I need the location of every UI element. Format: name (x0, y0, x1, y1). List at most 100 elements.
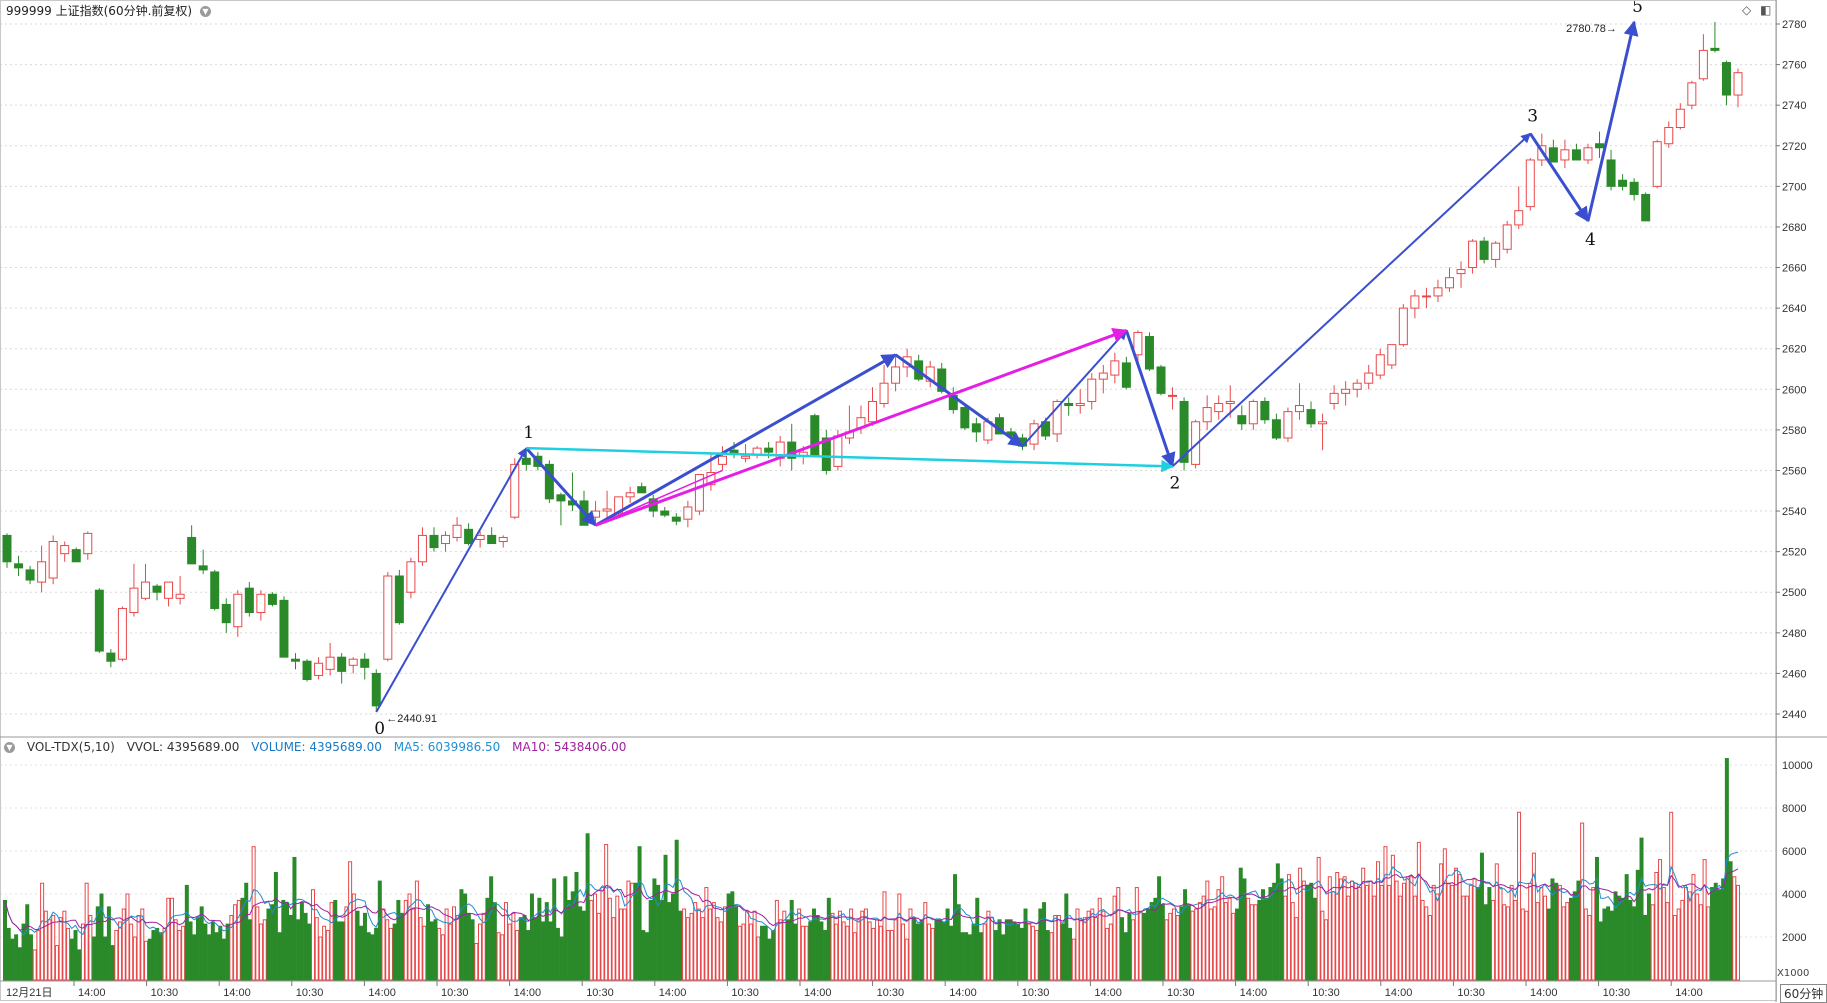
volume-bar (1316, 856, 1321, 981)
volume-bar (1094, 917, 1099, 981)
volume-bar (1409, 876, 1414, 981)
volume-bar (915, 923, 920, 981)
candle-body (83, 532, 93, 555)
volume-bar (307, 923, 312, 981)
volume-bar (867, 921, 872, 981)
volume-bar (1736, 884, 1740, 981)
candle-body (233, 593, 243, 628)
wave-0-1 (375, 447, 528, 713)
candle-body (371, 672, 381, 707)
volume-bar (92, 936, 97, 981)
volume-bar (58, 917, 63, 981)
volume-bar (541, 921, 546, 981)
volume-bar (886, 930, 891, 981)
volume-bar (793, 923, 798, 981)
volume-bar (370, 934, 375, 981)
price-tick-label: 2580 (1782, 425, 1806, 437)
chevron-down-icon[interactable]: ▼ (199, 6, 211, 17)
time-tick-label: 10:30 (1167, 987, 1195, 999)
volume-bar (596, 912, 601, 981)
volume-bar (1171, 908, 1176, 981)
chevron-down-icon[interactable]: ▼ (4, 742, 15, 753)
volume-bar (986, 910, 991, 981)
volume-bar (1364, 884, 1369, 981)
volume-bar (849, 908, 854, 981)
volume-tick-label: 10000 (1782, 760, 1813, 772)
candle-body (1283, 411, 1293, 439)
volume-bar (1713, 882, 1718, 981)
volume-bar (285, 902, 290, 981)
volume-bar (299, 902, 304, 981)
candle-body (1675, 108, 1685, 128)
volume-bar (1123, 932, 1128, 981)
volume-bar (912, 917, 917, 981)
panel-toggle-icon[interactable]: ◧ (1760, 3, 1772, 17)
candle-body (1318, 421, 1328, 425)
volume-bar (1023, 908, 1028, 981)
volume-bar (1684, 887, 1689, 981)
volume-bar (407, 893, 412, 981)
volume-bar (1650, 904, 1655, 981)
candle-body (129, 587, 139, 614)
volume-bar (971, 923, 976, 981)
volume-bar (934, 919, 939, 981)
volume-bar (262, 919, 267, 981)
time-tick-label: 10:30 (441, 987, 469, 999)
period-label[interactable]: 60分钟 (1780, 984, 1827, 1003)
volume-bar (1082, 917, 1087, 981)
candle-body (1548, 147, 1558, 163)
volume-bar (1502, 904, 1507, 981)
volume-bar (615, 895, 620, 981)
volume-bar (1639, 837, 1644, 981)
diamond-icon[interactable]: ◇ (1742, 3, 1752, 17)
volume-bar (982, 923, 987, 981)
candle-body (1271, 419, 1281, 439)
wave-b-c (894, 353, 1024, 448)
volume-bar (1435, 893, 1440, 981)
volume-bar (904, 938, 909, 981)
volume-bar (1127, 912, 1132, 981)
candle-body (1225, 400, 1235, 404)
volume-bar (336, 921, 341, 981)
candle-body (1733, 72, 1743, 96)
volume-bar (1561, 906, 1566, 981)
volume-bar (422, 925, 427, 981)
volume-bar (40, 882, 45, 981)
volume-bar (722, 906, 727, 981)
candle-body (868, 400, 877, 423)
volume-bar (1427, 915, 1432, 981)
volume-bar (273, 872, 278, 981)
time-tick-label: 14:00 (949, 987, 977, 999)
volume-bar (522, 915, 527, 981)
volume-bar (221, 938, 226, 981)
volume-bar (708, 908, 713, 981)
volume-bar (1572, 891, 1577, 981)
volume-bar (800, 925, 805, 981)
volume-bar (663, 854, 668, 981)
wave-3-4 (1529, 132, 1590, 223)
volume-bar (377, 880, 382, 981)
volume-bar (1431, 884, 1436, 981)
volume-bar (1665, 902, 1670, 981)
volume-bar (1261, 889, 1266, 981)
volume-bar (1632, 906, 1637, 981)
candle-body (337, 656, 347, 672)
candle-body (717, 455, 727, 465)
time-tick-label: 10:30 (296, 987, 324, 999)
volume-bar (1695, 893, 1700, 981)
candle-body (117, 607, 127, 660)
time-tick-label: 14:00 (514, 987, 542, 999)
volume-bar (1372, 895, 1377, 981)
volume-bar (1157, 876, 1162, 981)
volume-bar (1569, 897, 1574, 981)
volume-bar (689, 912, 694, 981)
volume-bar (477, 923, 482, 981)
volume-bar (1290, 902, 1295, 981)
volume-bar (1620, 897, 1625, 981)
volume-bars (3, 758, 1740, 981)
time-tick-label: 14:00 (1530, 987, 1558, 999)
volume-bar (1609, 910, 1614, 981)
volume-bar (84, 882, 89, 981)
volume-bar (1453, 867, 1458, 981)
candle-body (452, 524, 462, 538)
